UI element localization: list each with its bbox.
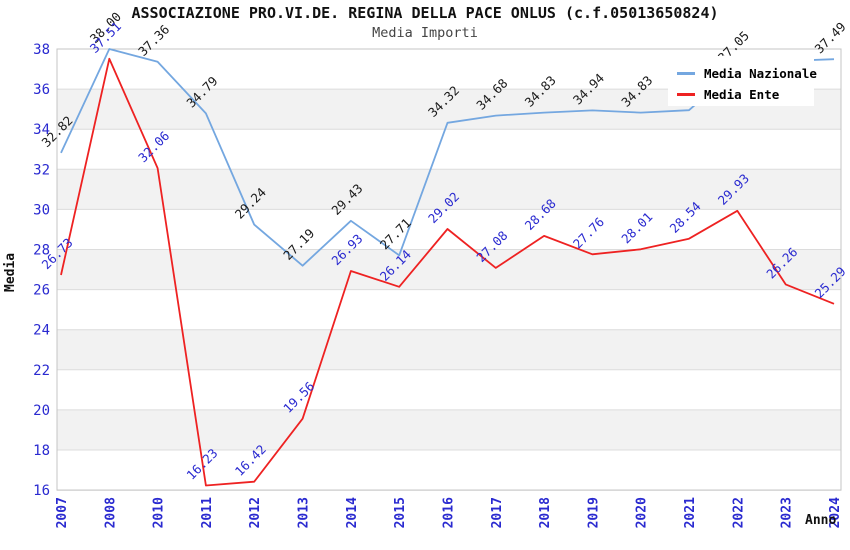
point-label: 28.01 [618, 209, 655, 246]
chart-title: ASSOCIAZIONE PRO.VI.DE. REGINA DELLA PAC… [131, 4, 719, 22]
y-tick-label: 30 [33, 202, 50, 218]
x-tick-label: 2010 [152, 497, 167, 528]
plot-border [56, 48, 842, 491]
legend-item-media-ente: Media Ente [668, 84, 814, 105]
x-tick-label: 2015 [393, 497, 408, 528]
plot-band [57, 249, 841, 290]
x-tick-label: 2023 [780, 497, 795, 528]
plot-band [57, 329, 841, 370]
y-tick-label: 26 [33, 283, 50, 299]
plot-band [57, 409, 841, 450]
y-axis-title: Media [3, 252, 18, 292]
point-label: 37.36 [135, 22, 172, 59]
x-tick-label: 2017 [490, 497, 505, 528]
x-tick-label: 2024 [828, 497, 843, 528]
y-tick-label: 20 [33, 403, 50, 419]
legend-marker-nazionale-icon [677, 72, 695, 75]
y-tick-label: 36 [33, 82, 50, 98]
point-label: 37.49 [812, 19, 849, 56]
legend-label: Media Nazionale [704, 66, 817, 81]
y-tick-label: 38 [33, 42, 50, 58]
y-tick-label: 22 [33, 363, 50, 379]
y-tick-label: 28 [33, 243, 50, 259]
x-tick-label: 2011 [200, 497, 215, 528]
x-axis-title: Anno [805, 513, 837, 528]
x-tick-label: 2020 [635, 497, 650, 528]
legend-label: Media Ente [704, 87, 780, 102]
chart-legend: Media Nazionale Media Ente [668, 56, 817, 106]
series-line-media-ente [60, 57, 835, 487]
legend-marker-ente-icon [677, 93, 695, 96]
x-tick-label: 2022 [731, 497, 746, 528]
point-label: 27.76 [570, 214, 607, 251]
x-tick-label: 2018 [538, 497, 553, 528]
y-tick-label: 24 [33, 323, 50, 339]
y-tick-label: 16 [33, 483, 50, 499]
plot-band [57, 169, 841, 210]
y-tick-label: 34 [33, 122, 50, 138]
x-tick-label: 2013 [297, 497, 312, 528]
x-tick-label: 2012 [248, 497, 263, 528]
chart-subtitle: Media Importi [372, 25, 478, 41]
point-label: 27.71 [377, 215, 414, 252]
x-tick-label: 2016 [442, 497, 457, 528]
legend-item-media-nazionale: Media Nazionale [668, 63, 817, 84]
x-tick-label: 2019 [586, 497, 601, 528]
point-label: 16.23 [183, 445, 220, 482]
y-tick-label: 32 [33, 162, 50, 178]
y-tick-label: 18 [33, 443, 50, 459]
x-tick-label: 2008 [103, 497, 118, 528]
x-tick-label: 2021 [683, 497, 698, 528]
x-tick-label: 2007 [55, 497, 70, 528]
x-tick-label: 2014 [345, 497, 360, 528]
